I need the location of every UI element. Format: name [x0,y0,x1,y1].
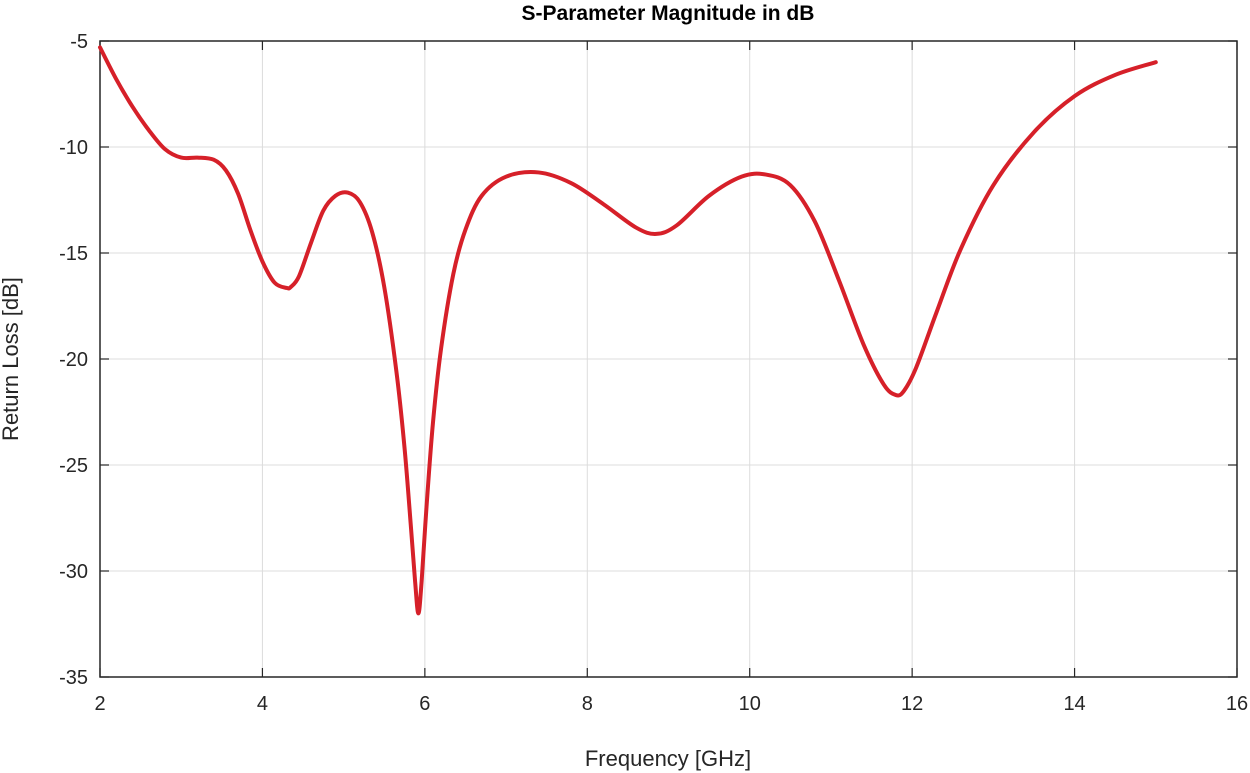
y-tick-label: -20 [59,349,88,371]
x-tick-label: 6 [419,693,430,715]
y-tick-label: -25 [59,455,88,477]
y-tick-label: -30 [59,561,88,583]
x-tick-label: 10 [739,693,761,715]
chart-title: S-Parameter Magnitude in dB [522,2,815,25]
y-tick-label: -15 [59,243,88,265]
x-tick-label: 12 [901,693,923,715]
grid-lines [100,41,1237,677]
x-axis-title: Frequency [GHz] [585,746,751,771]
x-tick-label: 2 [94,693,105,715]
y-axis-title: Return Loss [dB] [0,277,23,441]
x-tick-label: 14 [1063,693,1085,715]
x-axis: 2 4 6 8 10 12 14 16 [94,41,1248,715]
x-tick-label: 16 [1226,693,1248,715]
return-loss-line [98,45,1158,616]
y-tick-label: -5 [70,31,88,53]
y-tick-label: -10 [59,137,88,159]
y-tick-label: -35 [59,667,88,689]
x-tick-label: 8 [582,693,593,715]
x-tick-label: 4 [257,693,268,715]
y-axis: -5 -10 -15 -20 -25 -30 -35 [59,31,1237,689]
